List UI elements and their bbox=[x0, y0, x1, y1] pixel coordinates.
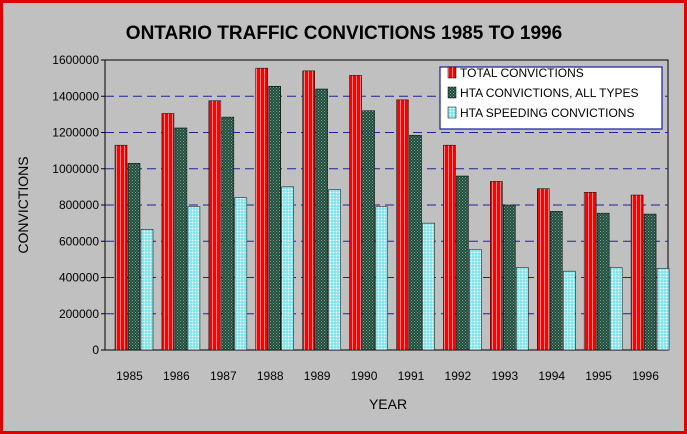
bar-1993-series-1 bbox=[503, 204, 516, 351]
x-tick-label: 1988 bbox=[257, 369, 284, 383]
bar-1995-series-2 bbox=[609, 267, 623, 351]
x-tick-label: 1993 bbox=[491, 369, 518, 383]
legend-label: TOTAL CONVICTIONS bbox=[460, 66, 584, 80]
bar-1992-series-0 bbox=[443, 144, 456, 351]
bar-1993-series-2 bbox=[516, 267, 529, 351]
y-tick-label: 200000 bbox=[59, 307, 99, 321]
x-tick-label: 1996 bbox=[632, 369, 659, 383]
bar-1992-series-2 bbox=[469, 249, 482, 351]
bar-1990-series-0 bbox=[349, 75, 362, 351]
x-tick-label: 1986 bbox=[163, 369, 190, 383]
bar-1990-series-1 bbox=[362, 110, 375, 351]
bar-1985-series-2 bbox=[140, 229, 154, 351]
y-tick-label: 800000 bbox=[59, 198, 99, 212]
y-tick-label: 400000 bbox=[59, 271, 99, 285]
x-tick-label: 1992 bbox=[445, 369, 472, 383]
x-tick-label: 1995 bbox=[585, 369, 612, 383]
legend-label: HTA CONVICTIONS, ALL TYPES bbox=[460, 86, 639, 100]
x-tick-label: 1985 bbox=[116, 369, 143, 383]
y-tick-label: 600000 bbox=[59, 234, 99, 248]
bar-1995-series-0 bbox=[583, 192, 597, 351]
bar-1987-series-1 bbox=[221, 116, 235, 351]
x-tick-label: 1991 bbox=[398, 369, 425, 383]
bar-1994-series-0 bbox=[537, 188, 550, 351]
bar-1991-series-1 bbox=[409, 134, 422, 351]
bar-1995-series-1 bbox=[596, 212, 610, 351]
bar-1992-series-1 bbox=[456, 175, 469, 351]
bar-1991-series-2 bbox=[422, 222, 435, 351]
y-tick-label: 1000000 bbox=[52, 162, 99, 176]
y-tick-label: 1600000 bbox=[52, 53, 99, 67]
x-axis-ticks: 1985 1986 1987 1988 1989 1990 1991 1992 1993 1994… bbox=[116, 369, 659, 383]
x-tick-label: 1989 bbox=[304, 369, 331, 383]
y-tick-label: 1200000 bbox=[52, 126, 99, 140]
bar-1988-series-1 bbox=[268, 86, 281, 351]
bar-1988-series-0 bbox=[255, 67, 268, 351]
y-tick-label: 1400000 bbox=[52, 89, 99, 103]
bar-1987-series-2 bbox=[234, 197, 248, 351]
bar-1996-series-1 bbox=[643, 213, 657, 351]
bar-1988-series-2 bbox=[281, 186, 294, 351]
bar-1985-series-0 bbox=[114, 144, 128, 351]
y-axis-label: CONVICTIONS bbox=[15, 156, 31, 253]
bar-1987-series-0 bbox=[208, 100, 222, 351]
legend-swatch bbox=[447, 106, 457, 119]
y-tick-label: 0 bbox=[92, 343, 99, 357]
bar-1986-series-0 bbox=[161, 113, 175, 351]
bar-1986-series-1 bbox=[174, 127, 188, 351]
bar-1990-series-2 bbox=[375, 206, 388, 351]
bar-1985-series-1 bbox=[127, 163, 141, 351]
x-tick-label: 1987 bbox=[210, 369, 237, 383]
y-axis-ticks: 0 200000 400000 600000 800000 1000000 1200000 1… bbox=[52, 53, 105, 357]
bar-1986-series-2 bbox=[187, 206, 201, 351]
x-tick-label: 1990 bbox=[351, 369, 378, 383]
bar-1994-series-1 bbox=[550, 211, 563, 351]
bar-1989-series-0 bbox=[302, 70, 315, 351]
bar-1989-series-1 bbox=[315, 88, 328, 351]
bar-1991-series-0 bbox=[396, 99, 409, 351]
bar-1993-series-0 bbox=[490, 181, 503, 351]
bar-1989-series-2 bbox=[328, 189, 341, 351]
x-tick-label: 1994 bbox=[538, 369, 565, 383]
legend-label: HTA SPEEDING CONVICTIONS bbox=[460, 106, 634, 120]
x-axis-label: YEAR bbox=[369, 396, 407, 412]
bars bbox=[114, 67, 670, 351]
bar-1994-series-2 bbox=[563, 270, 576, 351]
legend: TOTAL CONVICTIONS HTA CONVICTIONS, ALL TY… bbox=[439, 66, 663, 130]
legend-swatch bbox=[447, 66, 457, 79]
bar-1996-series-0 bbox=[630, 194, 644, 351]
bar-1996-series-2 bbox=[656, 268, 670, 351]
chart-title: ONTARIO TRAFFIC CONVICTIONS 1985 TO 1996 bbox=[126, 23, 562, 44]
legend-swatch bbox=[447, 86, 457, 99]
